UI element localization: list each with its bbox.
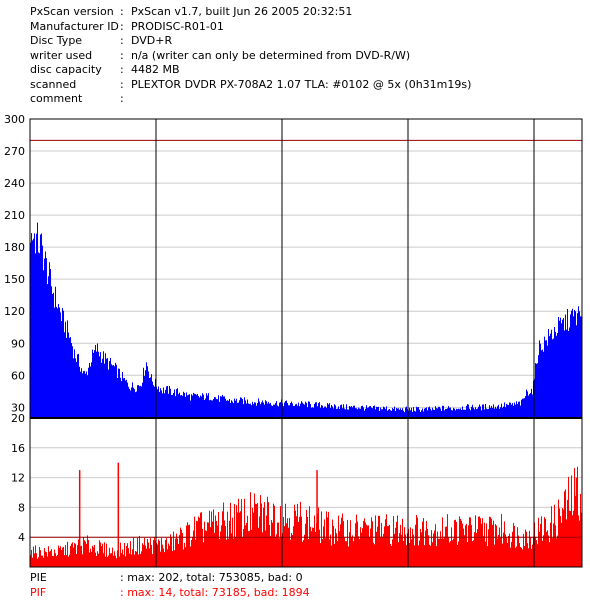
info-separator: : (120, 19, 124, 33)
pie-y-tick-label: 120 (4, 305, 25, 318)
info-label: Manufacturer ID (30, 19, 119, 33)
info-separator: : (120, 48, 124, 62)
pie-y-tick-label: 90 (11, 337, 25, 350)
info-label: PxScan version (30, 5, 114, 18)
info-value: DVD+R (131, 34, 173, 47)
info-label: writer used (30, 48, 93, 62)
info-separator: : (120, 63, 124, 76)
summary-label: PIF (30, 586, 47, 599)
pie-y-tick-label: 270 (4, 145, 25, 158)
pie-y-tick-label: 60 (11, 369, 25, 382)
info-value: 4482 MB (131, 63, 180, 76)
info-label: Disc Type (30, 34, 83, 47)
pie-y-tick-label: 210 (4, 209, 25, 222)
summary-value: : max: 14, total: 73185, bad: 1894 (120, 586, 310, 599)
scan-info: PxScan version: PxScan v1.7, built Jun 26… (0, 0, 590, 112)
info-label: scanned (30, 77, 77, 91)
info-label: comment (30, 92, 83, 105)
pie-y-tick-label: 240 (4, 177, 25, 190)
pif-y-tick-label: 4 (18, 531, 25, 544)
summary-value: : max: 202, total: 753085, bad: 0 (120, 571, 303, 584)
info-separator: : (120, 77, 124, 91)
pie-y-tick-label: 150 (4, 273, 25, 286)
pif-y-tick-label: 12 (11, 472, 25, 485)
info-label: disc capacity (30, 63, 102, 76)
info-value: PxScan v1.7, built Jun 26 2005 20:32:51 (131, 5, 353, 18)
info-value: PLEXTOR DVDR PX-708A2 1.07 TLA: #0102 @ … (131, 77, 472, 91)
info-separator: : (120, 5, 124, 18)
pie-y-tick-label: 20 (11, 412, 25, 425)
pif-y-tick-label: 16 (11, 442, 25, 455)
pie-y-tick-label: 300 (4, 113, 25, 126)
pie-y-tick-label: 180 (4, 241, 25, 254)
info-value: n/a (writer can only be determined from … (131, 48, 411, 62)
info-value: PRODISC-R01-01 (131, 19, 224, 33)
pie-y-tick-label: 30 (11, 401, 25, 414)
info-separator: : (120, 92, 124, 105)
info-separator: : (120, 34, 124, 47)
pif-y-tick-label: 8 (18, 501, 25, 514)
summary-label: PIE (30, 571, 47, 584)
